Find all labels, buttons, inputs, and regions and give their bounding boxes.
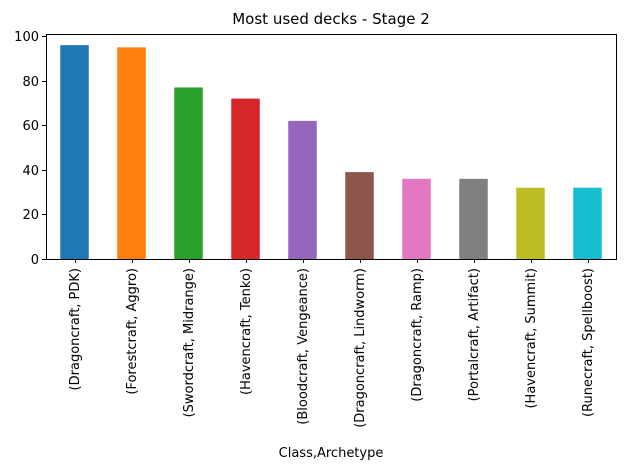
chart-title: Most used decks - Stage 2: [232, 10, 430, 28]
x-tick-label: (Forestcraft, Aggro): [125, 268, 140, 395]
x-tick-label: (Dragoncraft, Ramp): [410, 268, 425, 402]
y-tick-label: 80: [22, 75, 39, 90]
y-tick-label: 100: [14, 30, 39, 45]
bar-6: [345, 172, 374, 259]
plot-frame: [46, 34, 617, 260]
bar-8: [459, 178, 488, 259]
bars-group: [60, 45, 602, 260]
x-axis-label: Class,Archetype: [279, 446, 384, 461]
bar-3: [174, 87, 203, 259]
bar-4: [231, 98, 260, 259]
x-tick-label: (Runecraft, Spellboost): [581, 268, 596, 417]
y-tick-label: 20: [22, 208, 39, 223]
y-tick-label: 60: [22, 119, 39, 134]
bar-7: [402, 178, 431, 259]
x-tick-label: (Portalcraft, Artifact): [467, 268, 482, 401]
x-tick-label: (Havencraft, Tenko): [239, 268, 254, 395]
bar-1: [60, 45, 89, 260]
x-tick-label: (Havencraft, Summit): [524, 268, 539, 409]
x-tick-label: (Bloodcraft, Vengeance): [296, 268, 311, 425]
bar-2: [117, 47, 146, 260]
y-tick-label: 0: [31, 253, 39, 268]
y-axis: 0 20 40 60 80 100: [14, 30, 46, 268]
bar-10: [573, 187, 602, 259]
bar-9: [516, 187, 545, 259]
x-tick-label: (Dragoncraft, Lindworm): [353, 268, 368, 428]
x-tick-label: (Swordcraft, Midrange): [182, 268, 197, 417]
x-axis: (Dragoncraft, PDK) (Forestcraft, Aggro) (S…: [68, 259, 596, 428]
y-tick-label: 40: [22, 164, 39, 179]
x-tick-label: (Dragoncraft, PDK): [68, 268, 83, 390]
bar-5: [288, 120, 317, 259]
